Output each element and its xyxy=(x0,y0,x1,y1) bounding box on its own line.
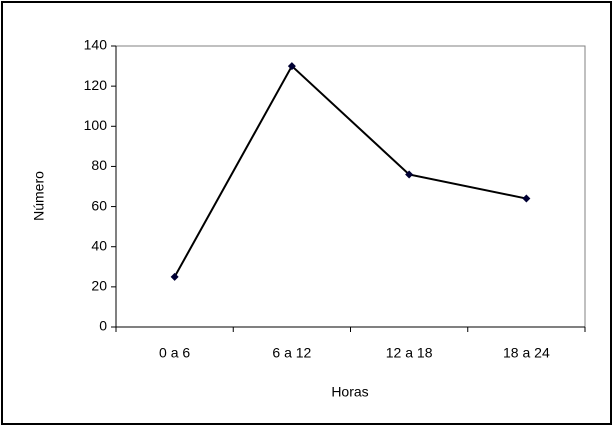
marker xyxy=(287,62,296,71)
y-tick-label: 20 xyxy=(91,278,107,294)
y-tick-label: 40 xyxy=(91,237,107,253)
line-series xyxy=(173,64,527,278)
x-axis-label: Horas xyxy=(331,384,368,400)
x-tick-label: 6 a 12 xyxy=(272,345,311,361)
marker xyxy=(522,194,531,203)
x-tick-label: 18 a 24 xyxy=(503,345,550,361)
y-tick-label: 120 xyxy=(84,77,108,93)
plot-area xyxy=(115,45,586,328)
marker xyxy=(170,272,179,281)
x-tick-label: 0 a 6 xyxy=(159,345,190,361)
y-tick-label: 0 xyxy=(99,318,107,334)
x-tick-label: 12 a 18 xyxy=(386,345,433,361)
marker xyxy=(405,170,414,179)
y-tick-label: 140 xyxy=(84,37,108,53)
y-tick-label: 80 xyxy=(91,157,107,173)
y-axis-label: Número xyxy=(31,171,47,221)
y-tick-label: 100 xyxy=(84,117,108,133)
y-tick-label: 60 xyxy=(91,197,107,213)
